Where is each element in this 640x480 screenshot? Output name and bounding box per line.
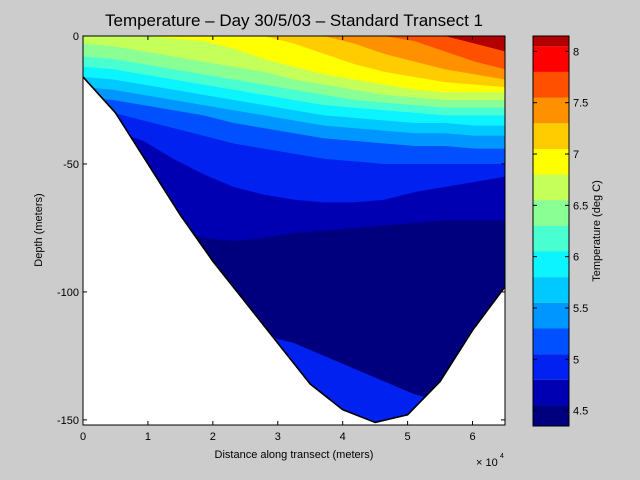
colorbar-tick-label: 4.5 <box>573 406 588 418</box>
colorbar-band <box>533 200 569 226</box>
colorbar-tick-label: 7 <box>573 149 579 161</box>
x-axis-exponent-base: × 10 <box>476 457 498 469</box>
x-tick-label: 5 <box>405 431 411 443</box>
colorbar-bands <box>533 36 569 426</box>
colorbar-label: Temperature (deg C) <box>591 180 603 282</box>
colorbar-tick-label: 5 <box>573 354 579 366</box>
x-tick-label: 0 <box>80 431 86 443</box>
plot-axes: 0 1 2 3 4 5 6 0 -50 -100 -150 <box>57 31 506 443</box>
y-tick-label: -50 <box>63 159 79 171</box>
colorbar-band <box>533 328 569 355</box>
colorbar-band <box>533 277 569 303</box>
colorbar-band <box>533 251 569 278</box>
chart-title: Temperature – Day 30/5/03 – Standard Tra… <box>105 11 483 30</box>
colorbar-ticks: 4.5 5 5.5 6 6.5 7 7.5 8 <box>533 46 588 418</box>
y-tick-label: 0 <box>73 31 79 43</box>
x-tick-label: 2 <box>210 431 216 443</box>
colorbar-band <box>533 302 569 329</box>
x-axis-ticks: 0 1 2 3 4 5 6 <box>80 36 476 443</box>
x-axis-exponent-power: 4 <box>500 453 504 460</box>
colorbar-tick-label: 5.5 <box>573 303 588 315</box>
colorbar-band <box>533 36 569 47</box>
y-tick-label: -150 <box>57 415 79 427</box>
colorbar-band <box>533 225 569 252</box>
colorbar-tick-label: 7.5 <box>573 98 588 110</box>
colorbar-band <box>533 71 569 98</box>
plot-frame <box>82 35 506 426</box>
colorbar-band <box>533 354 569 380</box>
y-axis-label: Depth (meters) <box>33 193 45 266</box>
seabed-region <box>83 76 505 425</box>
colorbar-tick-label: 6.5 <box>573 200 588 212</box>
seabed-profile-line <box>82 76 506 424</box>
x-axis-label: Distance along transect (meters) <box>215 449 374 461</box>
colorbar-band <box>533 174 569 201</box>
x-tick-label: 3 <box>275 431 281 443</box>
y-axis-ticks: 0 -50 -100 -150 <box>57 31 505 427</box>
colorbar-band <box>533 123 569 149</box>
x-tick-label: 6 <box>469 431 475 443</box>
colorbar-band <box>533 46 569 72</box>
colorbar-tick-label: 6 <box>573 252 579 264</box>
x-tick-label: 1 <box>145 431 151 443</box>
colorbar-band <box>533 148 569 175</box>
colorbar-band <box>533 405 569 426</box>
x-axis-exponent: × 10 4 <box>476 453 504 469</box>
colorbar-frame <box>532 35 570 427</box>
x-tick-label: 4 <box>340 431 346 443</box>
y-tick-label: -100 <box>57 287 79 299</box>
colorbar-tick-label: 8 <box>573 46 579 58</box>
colorbar-band <box>533 97 569 124</box>
colorbar: 4.5 5 5.5 6 6.5 7 7.5 8 Temperature (deg C) <box>532 35 603 427</box>
colorbar-band <box>533 379 569 406</box>
